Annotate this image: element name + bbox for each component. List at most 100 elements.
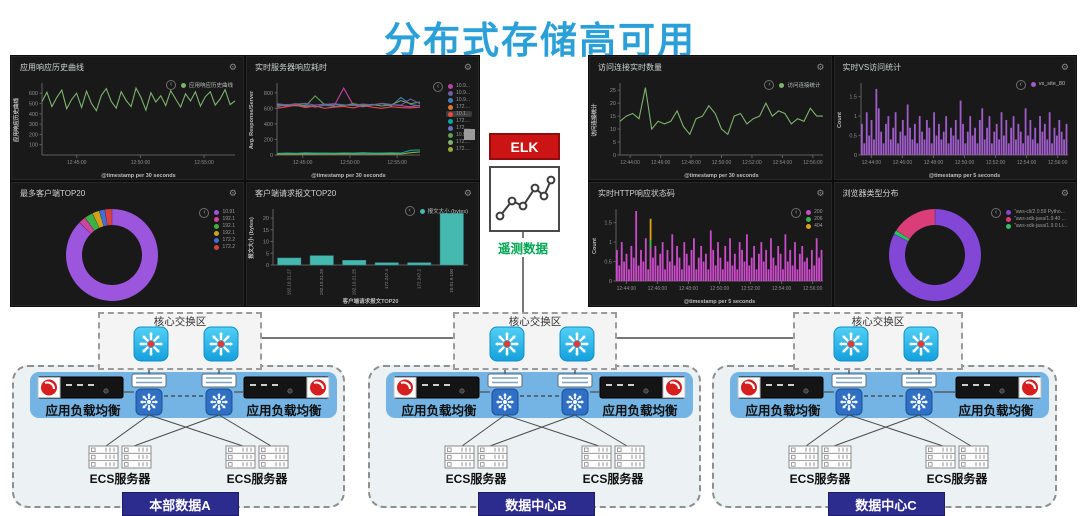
legend-item[interactable]: 172.... — [446, 104, 472, 110]
legend-scrollbar[interactable] — [464, 129, 475, 141]
legend-item[interactable]: 172.... — [446, 125, 472, 131]
svg-text:@timestamp per 5 seconds: @timestamp per 5 seconds — [928, 173, 999, 179]
panel-top-clients-donut: 最多客户端TOP20 ⚙ ‹ 10.91 192.1 192.1 192.1 172.2 17… — [11, 182, 244, 306]
svg-text:Count: Count — [592, 238, 598, 254]
core-switch-icon — [903, 326, 939, 362]
svg-text:12:45:00: 12:45:00 — [67, 160, 87, 166]
legend-toggle-icon[interactable]: ‹ — [764, 80, 775, 90]
legend-item[interactable]: "aws-sdk-java/1.9.40 ... — [1004, 216, 1069, 222]
svg-text:0: 0 — [853, 153, 856, 159]
svg-text:12:44:00: 12:44:00 — [861, 160, 881, 166]
chart-legend: ‹ 10.9... 10.9... 10.9... 172.... 10.1... 172.… — [433, 82, 472, 152]
gear-icon[interactable]: ⚙ — [228, 61, 237, 72]
ecs-server-icon — [258, 445, 289, 469]
svg-text:5: 5 — [613, 140, 616, 146]
svg-text:12:52:00: 12:52:00 — [741, 286, 761, 292]
legend-toggle-icon[interactable]: ‹ — [404, 206, 415, 216]
panel-title: 访问连接实时数量 — [598, 62, 662, 72]
panel-client-request-bytes: 客户端请求报文TOP20 ⚙ 0 5 10 15 20 192.19.21.27 192.19… — [246, 182, 479, 306]
svg-text:12:55:00: 12:55:00 — [387, 160, 407, 166]
svg-text:@timestamp per 30 seconds: @timestamp per 30 seconds — [684, 173, 758, 179]
svg-text:12:54:00: 12:54:00 — [772, 286, 792, 292]
svg-text:12:50:00: 12:50:00 — [712, 160, 732, 166]
legend-item[interactable]: 172.2 — [212, 244, 237, 250]
chart-legend: ‹ 报文大小 (bytes) — [404, 206, 470, 216]
gear-icon[interactable]: ⚙ — [816, 187, 825, 198]
gear-icon[interactable]: ⚙ — [1060, 187, 1069, 198]
legend-item[interactable]: 172.... — [446, 139, 472, 145]
panel-vs-access-stats: 实时VS访问统计 ⚙ 0 0.5 1 1.5 12:44:00 12:46:00 12:48:… — [833, 56, 1076, 180]
ecs-server-icon — [121, 445, 152, 469]
legend-toggle-icon[interactable]: ‹ — [199, 208, 210, 218]
legend-item[interactable]: 报文大小 (bytes) — [418, 207, 470, 215]
legend-item[interactable]: 206 — [804, 216, 824, 222]
legend-item[interactable]: 172.2 — [212, 237, 237, 243]
legend-item[interactable]: "aws-cli/2.0.59 Pytho... — [1004, 209, 1069, 215]
legend-item[interactable]: 10.1... — [446, 111, 472, 117]
legend-color-dot — [779, 82, 785, 88]
ecs-server-icon — [788, 445, 819, 469]
ecs-label: ECS服务器 — [582, 472, 644, 486]
legend-item[interactable]: 10.9... — [446, 132, 472, 138]
ecs-server-icon — [925, 445, 956, 469]
ecs-server-icon — [88, 445, 119, 469]
svg-text:12:46:00: 12:46:00 — [651, 160, 671, 166]
chart-legend: ‹ 200 206 404 — [791, 208, 824, 229]
svg-text:1: 1 — [609, 240, 612, 246]
legend-item[interactable]: 404 — [804, 223, 824, 229]
legend-item[interactable]: 172.... — [446, 118, 472, 124]
svg-text:12:55:00: 12:55:00 — [194, 160, 214, 166]
legend-item[interactable]: 10.9... — [446, 83, 472, 89]
access-switch-icon — [831, 373, 867, 416]
gear-icon[interactable]: ⚙ — [463, 61, 472, 72]
panel-title: 应用响应历史曲线 — [20, 62, 84, 72]
legend-item[interactable]: 10.9... — [446, 97, 472, 103]
legend-item[interactable]: 192.1 — [212, 223, 237, 229]
gear-icon[interactable]: ⚙ — [463, 187, 472, 198]
gear-icon[interactable]: ⚙ — [816, 61, 825, 72]
donut-chart — [888, 209, 981, 301]
panel-http-status-codes: 实时HTTP响应状态码 ⚙ 0 0.5 1 1.5 12:44:00 12:46:00 12:… — [589, 182, 832, 306]
svg-text:10: 10 — [263, 240, 269, 246]
elk-chart-icon — [489, 166, 560, 232]
svg-text:500: 500 — [29, 102, 38, 108]
legend-toggle-icon[interactable]: ‹ — [1015, 80, 1026, 90]
svg-text:12:56:00: 12:56:00 — [803, 286, 823, 292]
legend-item[interactable]: "aws-sdk-java/1.9.0 Li... — [1004, 223, 1069, 229]
ecs-label: ECS服务器 — [226, 472, 288, 486]
legend-color-dot — [448, 118, 454, 124]
legend-toggle-icon[interactable]: ‹ — [165, 80, 176, 90]
datacenter-banner: 本部数据A — [121, 492, 239, 516]
ecs-server-icon — [821, 445, 852, 469]
svg-text:800: 800 — [264, 91, 273, 97]
svg-text:12:45:00: 12:45:00 — [293, 160, 313, 166]
legend-color-dot — [214, 230, 220, 236]
telemetry-label: 遥测数据 — [481, 238, 565, 257]
legend-toggle-icon[interactable]: ‹ — [991, 208, 1002, 218]
legend-item[interactable]: 10.9... — [446, 90, 472, 96]
legend-item[interactable]: 172.... — [446, 146, 472, 152]
gear-icon[interactable]: ⚙ — [1060, 61, 1069, 72]
svg-text:12:50:00: 12:50:00 — [340, 160, 360, 166]
svg-text:10: 10 — [610, 127, 616, 133]
legend-color-dot — [448, 139, 454, 145]
svg-text:12:46:00: 12:46:00 — [892, 160, 912, 166]
legend-item[interactable]: 10.91 — [212, 209, 237, 215]
svg-text:5: 5 — [266, 251, 269, 257]
svg-text:12:48:00: 12:48:00 — [681, 160, 701, 166]
legend-item[interactable]: 200 — [804, 209, 824, 215]
legend-item[interactable]: vs_site_80 — [1029, 81, 1067, 87]
legend-color-dot — [806, 209, 812, 215]
legend-toggle-icon[interactable]: ‹ — [791, 208, 802, 218]
legend-item[interactable]: 192.1 — [212, 230, 237, 236]
gear-icon[interactable]: ⚙ — [228, 187, 237, 198]
legend-item[interactable]: 192.1 — [212, 216, 237, 222]
svg-text:200: 200 — [264, 137, 273, 143]
legend-toggle-icon[interactable]: ‹ — [433, 82, 444, 92]
svg-text:0: 0 — [270, 153, 273, 159]
svg-text:0: 0 — [613, 153, 616, 159]
legend-color-dot — [448, 104, 454, 110]
legend-item[interactable]: 应用响应历史曲线 — [179, 81, 235, 89]
legend-item[interactable]: 访问连接统计 — [777, 81, 822, 89]
